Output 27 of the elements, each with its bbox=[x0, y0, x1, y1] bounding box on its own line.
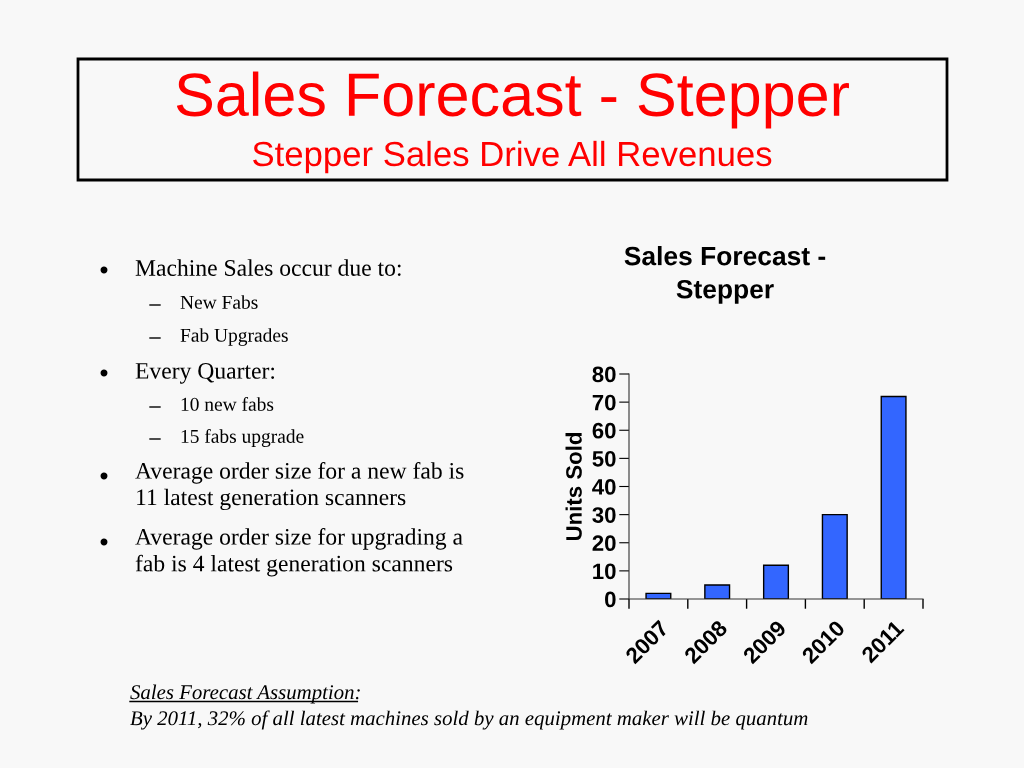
text: Fab Upgrades bbox=[180, 328, 288, 346]
text: New Fabs bbox=[180, 295, 258, 309]
y-tick-label: 70 bbox=[592, 394, 616, 411]
bar bbox=[880, 395, 907, 599]
y-tick-label: 60 bbox=[592, 422, 616, 439]
y-axis-title: Units Sold bbox=[565, 433, 582, 541]
y-tick-label: 30 bbox=[592, 507, 616, 523]
text: Every Quarter: bbox=[135, 362, 275, 384]
y-tick-label: 20 bbox=[592, 535, 616, 552]
text: Average order size for upgrading a fab is 4 latest generation scanners bbox=[135, 528, 463, 577]
bar bbox=[704, 584, 731, 599]
y-tick-label: 10 bbox=[593, 563, 616, 580]
text: Sales Forecast Assumption: bbox=[130, 684, 360, 704]
text: Machine Sales occur due to: bbox=[135, 259, 401, 277]
text: 15 fabs upgrade bbox=[181, 429, 304, 447]
bar bbox=[762, 564, 790, 599]
text: 10 new fabs bbox=[181, 396, 274, 411]
text: Average order size for a new fab is 11 latest generation scanners bbox=[135, 462, 464, 511]
y-tick-label: 80 bbox=[592, 366, 616, 383]
y-tick-label: 0 bbox=[605, 591, 616, 608]
y-tick-label: 40 bbox=[592, 479, 616, 495]
y-tick-label: 50 bbox=[592, 450, 616, 467]
bar bbox=[821, 513, 848, 599]
text: By 2011, 32% of all latest machines sold by an equipment maker will be quantum bbox=[130, 710, 808, 730]
chart-subtitle: Stepper Sales Drive All Revenues bbox=[253, 140, 772, 174]
chart-title: Sales Forecast - Stepper bbox=[176, 71, 849, 129]
text: Sales Forecast - Stepper bbox=[624, 246, 826, 304]
